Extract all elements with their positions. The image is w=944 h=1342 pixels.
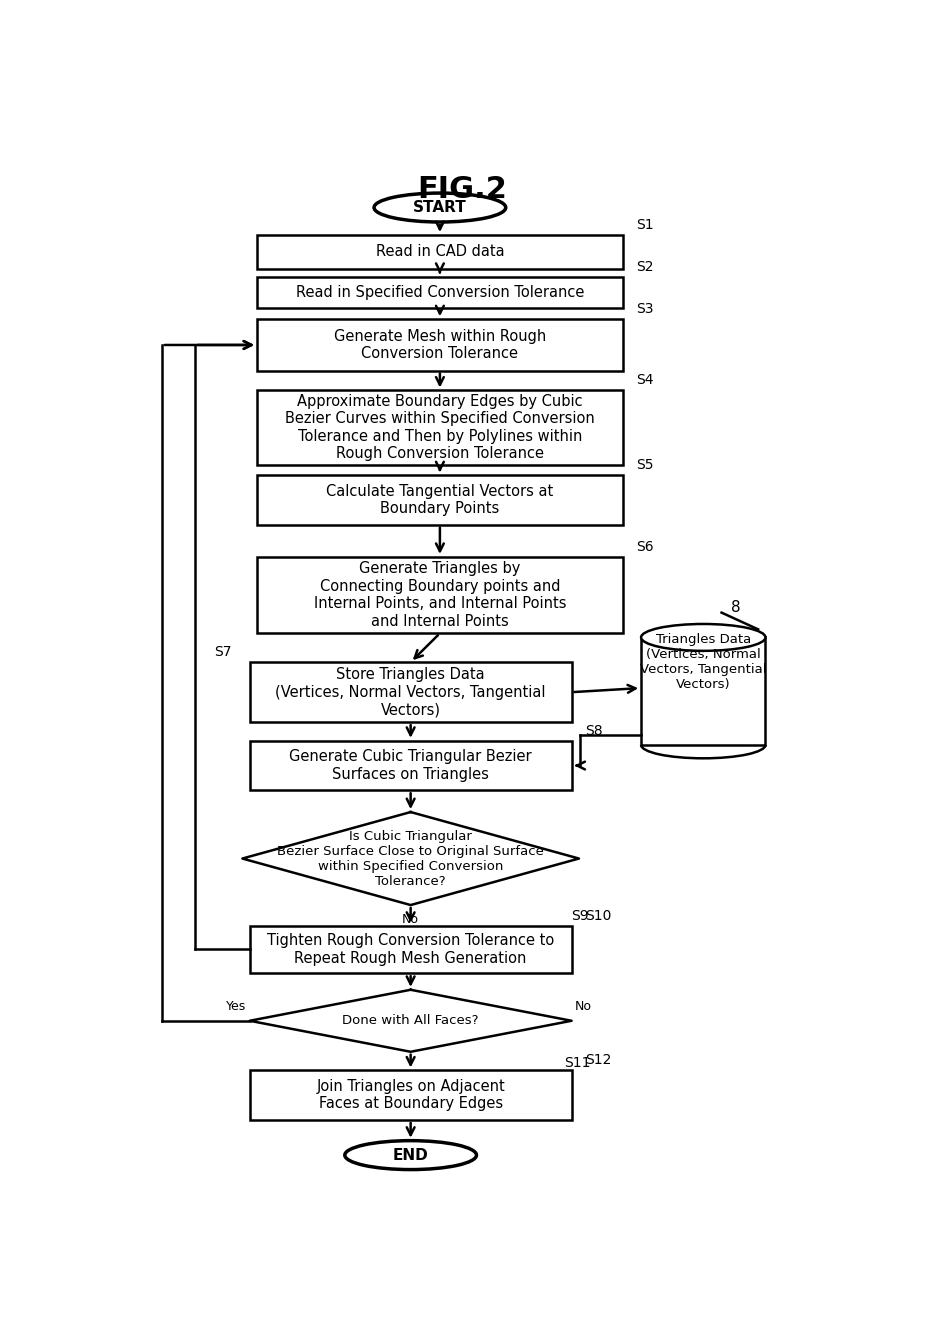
Text: No: No (575, 1000, 592, 1012)
FancyBboxPatch shape (249, 662, 571, 722)
FancyBboxPatch shape (257, 475, 623, 525)
Text: Generate Cubic Triangular Bezier
Surfaces on Triangles: Generate Cubic Triangular Bezier Surface… (289, 749, 532, 782)
Text: No: No (402, 914, 419, 926)
Text: Is Cubic Triangular
Bezier Surface Close to Original Surface
within Specified Co: Is Cubic Triangular Bezier Surface Close… (278, 829, 544, 887)
FancyBboxPatch shape (257, 235, 623, 268)
Text: Join Triangles on Adjacent
Faces at Boundary Edges: Join Triangles on Adjacent Faces at Boun… (316, 1079, 505, 1111)
Text: S4: S4 (636, 373, 653, 388)
FancyBboxPatch shape (257, 557, 623, 633)
Ellipse shape (374, 193, 506, 221)
Text: S12: S12 (584, 1053, 611, 1067)
Text: S2: S2 (636, 259, 653, 274)
Text: S11: S11 (565, 1056, 591, 1070)
FancyBboxPatch shape (641, 637, 766, 745)
Text: START: START (413, 200, 466, 215)
Text: Store Triangles Data
(Vertices, Normal Vectors, Tangential
Vectors): Store Triangles Data (Vertices, Normal V… (276, 667, 546, 717)
Text: Tighten Rough Conversion Tolerance to
Repeat Rough Mesh Generation: Tighten Rough Conversion Tolerance to Re… (267, 933, 554, 966)
Text: S1: S1 (636, 217, 653, 232)
Text: Calculate Tangential Vectors at
Boundary Points: Calculate Tangential Vectors at Boundary… (327, 483, 553, 517)
Text: S10: S10 (584, 909, 611, 922)
Ellipse shape (641, 624, 766, 651)
Text: END: END (393, 1147, 429, 1162)
Text: Generate Triangles by
Connecting Boundary points and
Internal Points, and Intern: Generate Triangles by Connecting Boundar… (313, 561, 566, 628)
Text: S7: S7 (214, 646, 231, 659)
Text: FIG.2: FIG.2 (417, 176, 507, 204)
Text: S5: S5 (636, 458, 653, 472)
FancyBboxPatch shape (257, 276, 623, 307)
FancyBboxPatch shape (257, 319, 623, 370)
FancyBboxPatch shape (249, 1071, 571, 1121)
Ellipse shape (345, 1141, 477, 1170)
Text: Yes: Yes (226, 1000, 246, 1012)
Text: Read in Specified Conversion Tolerance: Read in Specified Conversion Tolerance (295, 285, 584, 299)
Text: Read in CAD data: Read in CAD data (376, 244, 504, 259)
FancyBboxPatch shape (249, 741, 571, 790)
Text: Approximate Boundary Edges by Cubic
Bezier Curves within Specified Conversion
To: Approximate Boundary Edges by Cubic Bezi… (285, 395, 595, 462)
Text: Triangles Data
(Vertices, Normal
Vectors, Tangential
Vectors): Triangles Data (Vertices, Normal Vectors… (640, 633, 767, 691)
Text: S8: S8 (584, 723, 602, 738)
Text: Generate Mesh within Rough
Conversion Tolerance: Generate Mesh within Rough Conversion To… (334, 329, 546, 361)
Text: S9: S9 (571, 909, 589, 923)
FancyBboxPatch shape (257, 391, 623, 464)
Text: S3: S3 (636, 302, 653, 315)
Text: S6: S6 (636, 539, 653, 554)
FancyBboxPatch shape (249, 926, 571, 973)
Text: Done with All Faces?: Done with All Faces? (343, 1015, 479, 1027)
Text: 8: 8 (732, 600, 741, 615)
